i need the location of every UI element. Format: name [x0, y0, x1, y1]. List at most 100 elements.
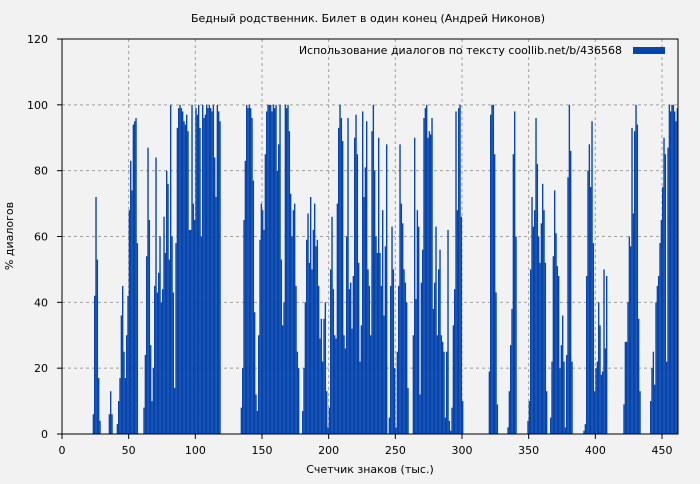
- bar: [158, 272, 160, 434]
- bar: [490, 114, 492, 434]
- bar: [606, 276, 608, 434]
- bar: [208, 104, 211, 434]
- bar: [136, 243, 139, 434]
- bar: [362, 111, 364, 435]
- bar: [323, 318, 325, 434]
- bar: [144, 355, 147, 434]
- bar: [240, 407, 243, 434]
- bar: [600, 374, 603, 434]
- bar: [488, 371, 491, 434]
- bar: [119, 378, 121, 434]
- bar: [536, 164, 539, 435]
- bar: [494, 154, 496, 435]
- bar: [247, 108, 249, 434]
- bar: [636, 124, 639, 434]
- bar: [603, 269, 605, 434]
- bar: [439, 249, 441, 434]
- bar: [212, 104, 215, 434]
- bar: [396, 351, 399, 434]
- bar: [318, 285, 320, 434]
- x-tick-label: 150: [252, 444, 273, 457]
- bar: [340, 118, 343, 434]
- bar: [590, 187, 592, 434]
- bar: [367, 269, 369, 434]
- bar: [308, 262, 311, 434]
- bar: [155, 157, 157, 434]
- bar: [275, 104, 277, 434]
- bar: [452, 325, 455, 434]
- bar: [654, 384, 656, 434]
- bar: [663, 137, 665, 434]
- legend-label: Использование диалогов по тексту coollib…: [299, 44, 622, 57]
- bar: [514, 111, 516, 435]
- bar: [302, 410, 304, 434]
- bar: [538, 236, 540, 434]
- bar: [166, 170, 168, 434]
- bar: [604, 348, 607, 434]
- bar: [352, 276, 355, 434]
- y-axis-label: % диалогов: [3, 202, 16, 270]
- bar: [667, 147, 669, 434]
- bar: [135, 118, 137, 434]
- bar: [111, 414, 113, 434]
- bar: [446, 351, 448, 434]
- bar: [544, 262, 547, 434]
- bar: [674, 111, 676, 435]
- bar: [310, 197, 312, 434]
- bar: [255, 394, 257, 434]
- bar: [126, 335, 128, 434]
- bar: [550, 417, 552, 434]
- bar: [270, 104, 272, 434]
- bar: [314, 203, 316, 434]
- bar: [530, 269, 532, 434]
- bar: [456, 210, 459, 434]
- bar: [307, 213, 309, 434]
- bar: [120, 315, 123, 434]
- bar: [336, 203, 339, 434]
- bar: [242, 368, 244, 434]
- bar: [510, 345, 512, 434]
- bar: [163, 216, 165, 434]
- bar: [338, 127, 340, 434]
- bar: [354, 137, 356, 434]
- bar: [419, 394, 421, 434]
- bar: [198, 104, 200, 434]
- bar: [156, 292, 159, 434]
- bar: [246, 104, 248, 434]
- bar: [143, 407, 145, 434]
- bar: [95, 197, 97, 434]
- bar: [188, 229, 191, 434]
- bar: [254, 312, 256, 434]
- bar: [344, 348, 347, 434]
- bar: [560, 345, 563, 434]
- bar: [591, 121, 593, 435]
- bar: [286, 108, 288, 434]
- bar: [370, 335, 372, 434]
- bar: [199, 127, 201, 434]
- bar: [312, 229, 315, 434]
- bar: [670, 111, 672, 435]
- bar: [287, 104, 289, 434]
- bar: [546, 391, 548, 434]
- bar: [250, 108, 252, 434]
- bar: [624, 341, 627, 434]
- bar: [288, 131, 291, 434]
- bar: [404, 282, 407, 434]
- bar: [566, 355, 568, 434]
- bar: [351, 328, 353, 434]
- bar: [594, 391, 596, 434]
- legend: Использование диалогов по тексту coollib…: [299, 44, 665, 57]
- bar: [434, 282, 436, 434]
- bar: [630, 246, 632, 434]
- bar: [462, 401, 464, 434]
- bar: [315, 246, 317, 434]
- bar: [306, 239, 308, 434]
- bar: [259, 239, 261, 434]
- bar: [592, 243, 595, 434]
- bar: [556, 266, 559, 434]
- bar: [602, 371, 604, 434]
- bar: [403, 269, 405, 434]
- x-tick-label: 50: [122, 444, 136, 457]
- bar: [567, 177, 569, 434]
- bar: [151, 401, 153, 434]
